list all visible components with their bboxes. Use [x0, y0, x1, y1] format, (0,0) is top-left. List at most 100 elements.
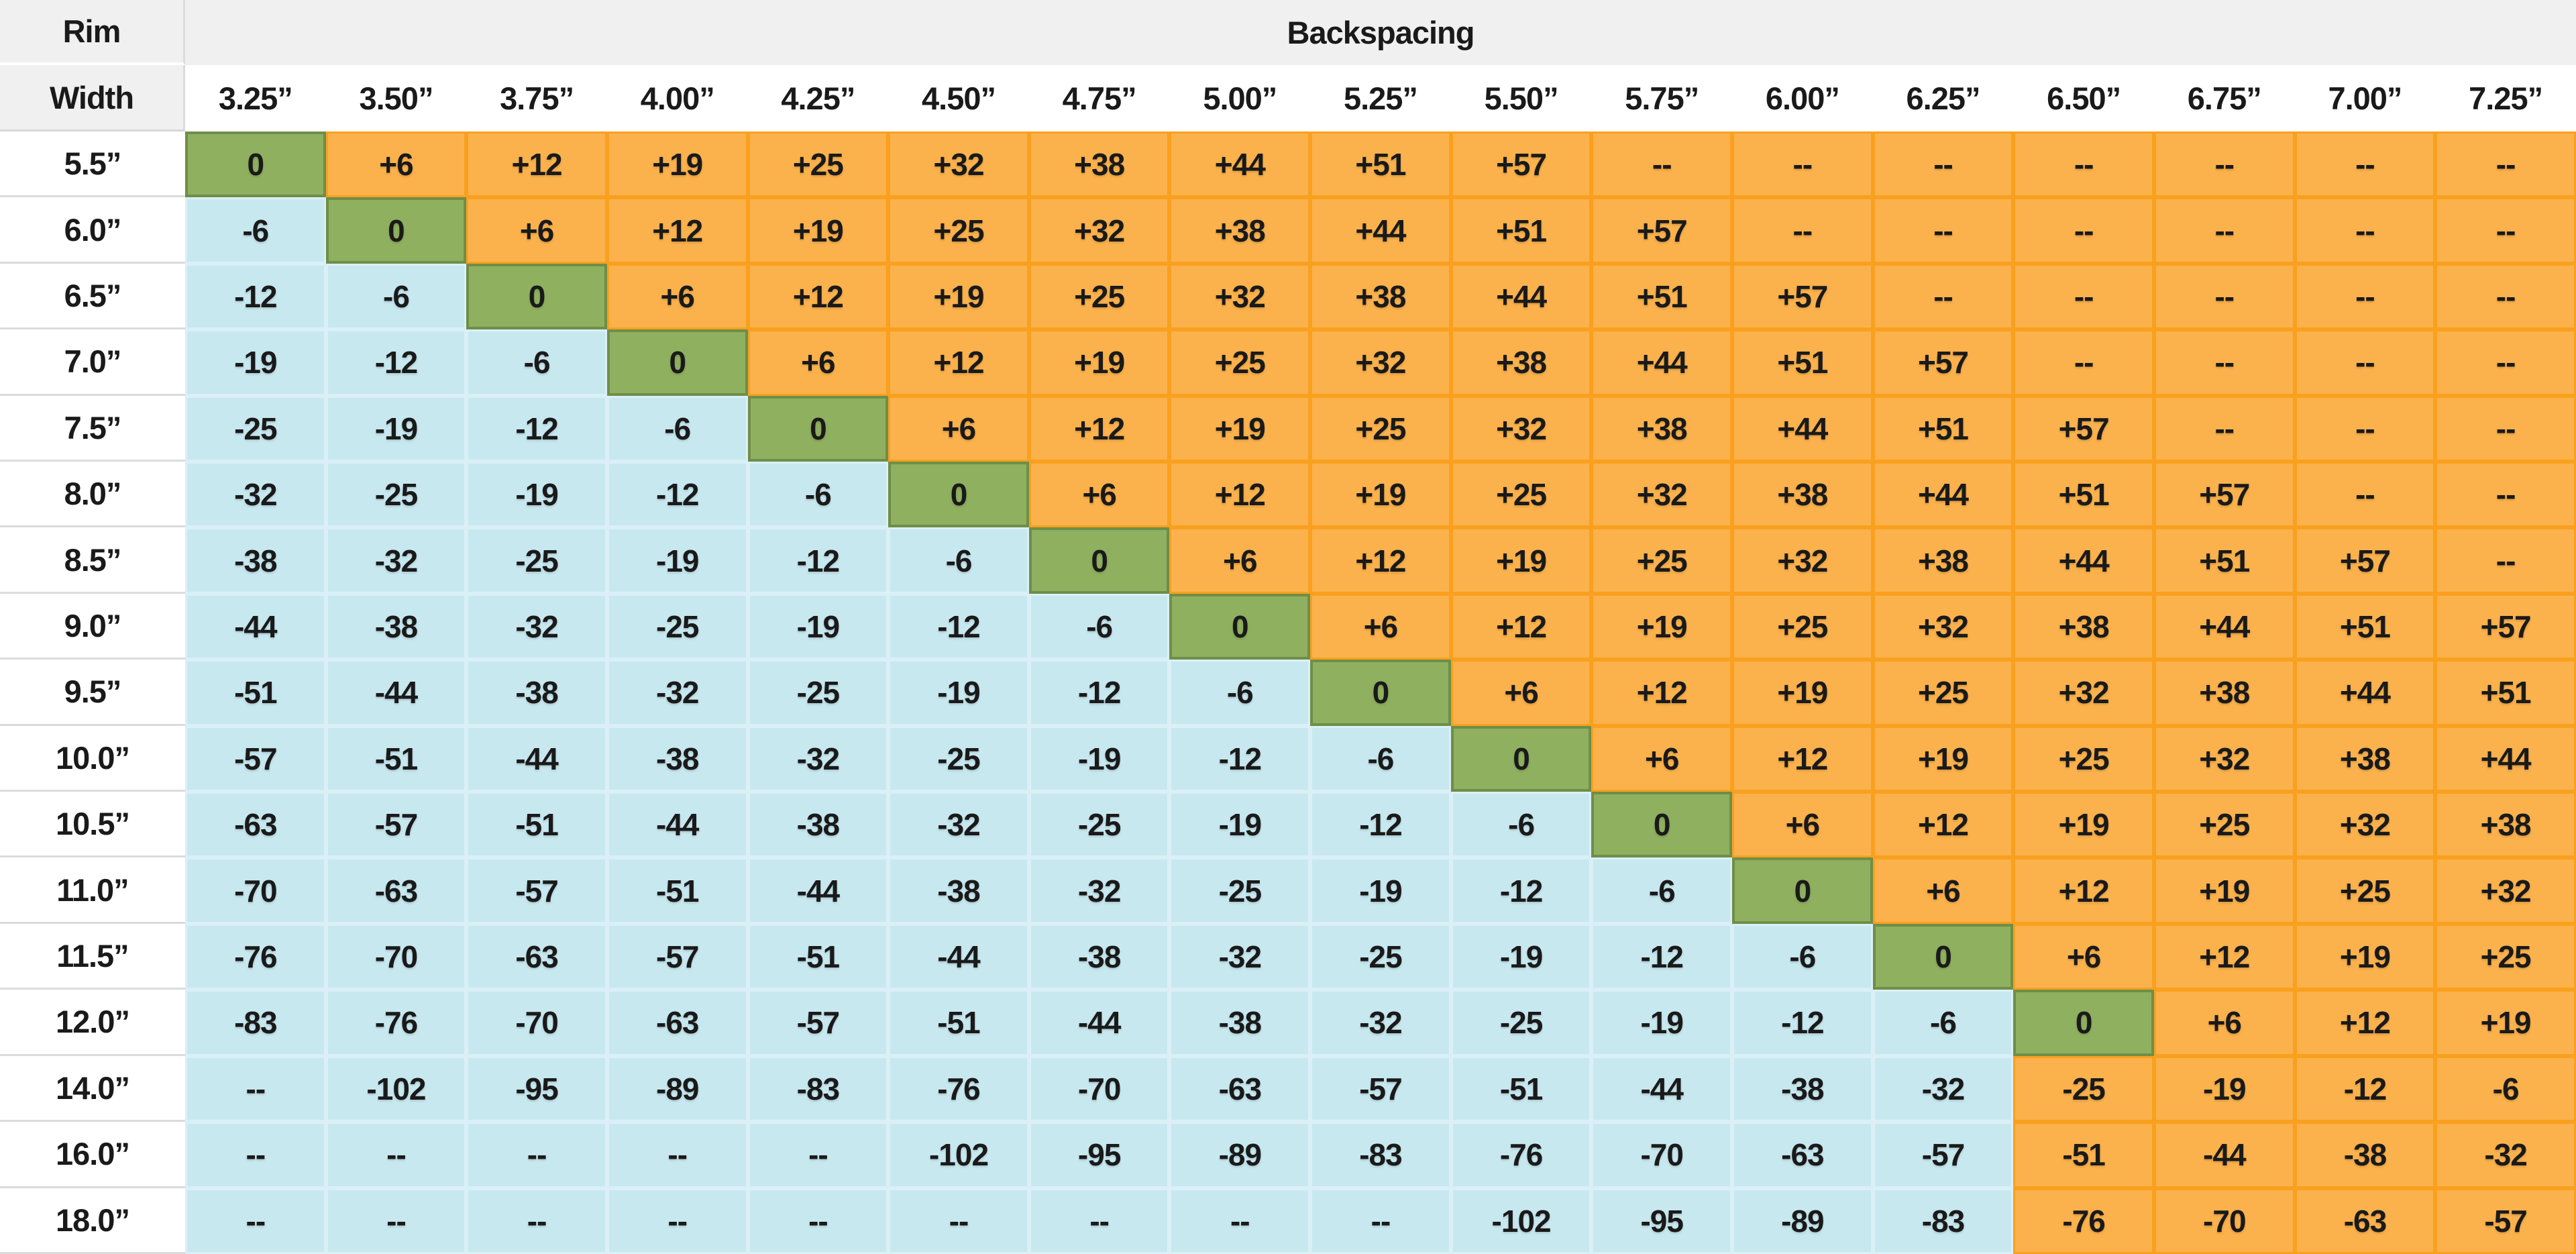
offset-cell: -51	[747, 923, 889, 990]
offset-cell: --	[606, 1188, 748, 1254]
row-label: 5.5”	[0, 132, 185, 198]
offset-cell: --	[2435, 527, 2576, 594]
offset-cell: +38	[2294, 725, 2436, 792]
offset-cell: -12	[606, 462, 748, 528]
offset-cell: +44	[2294, 660, 2436, 726]
table-row: 16.0” -- -- -- -- -- -102 -95 -89 -83 -76 -70 -63 -57…	[0, 1122, 2576, 1188]
offset-cell: -57	[2435, 1188, 2576, 1254]
offset-cell: -32	[466, 593, 607, 660]
offset-cell: -12	[325, 329, 467, 396]
offset-cell: -38	[747, 792, 889, 858]
table-header: Rim Backspacing Width 3.25” 3.50” 3.75” 4.0…	[0, 0, 2576, 132]
offset-cell: -25	[1450, 990, 1592, 1056]
offset-cell: +25	[2013, 725, 2154, 792]
column-header: 5.25”	[1310, 65, 1451, 132]
offset-cell: +44	[2013, 527, 2154, 594]
offset-cell: +57	[2435, 593, 2576, 660]
offset-cell: +6	[1169, 527, 1311, 594]
offset-cell: -12	[466, 395, 607, 462]
offset-cell: --	[2153, 132, 2295, 198]
table-row: 5.5” 0 +6 +12 +19 +25 +32 +38 +44 +51 +57 -- -- -- -- -…	[0, 132, 2576, 198]
offset-cell: -57	[747, 990, 889, 1056]
offset-cell: +38	[2013, 593, 2154, 660]
table-body: 5.5” 0 +6 +12 +19 +25 +32 +38 +44 +51 +57 -- -- -- -- -…	[0, 132, 2576, 1254]
offset-cell: -57	[325, 792, 467, 858]
table-row: 10.0” -57 -51 -44 -38 -32 -25 -19 -12 -6 0 +6 +12 +19…	[0, 725, 2576, 792]
column-header: 6.75”	[2153, 65, 2295, 132]
offset-cell: -89	[1732, 1188, 1873, 1254]
offset-cell: 0	[185, 132, 326, 198]
offset-cell: +32	[1450, 395, 1592, 462]
offset-cell: -70	[466, 990, 607, 1056]
table-row: 6.0” -6 0 +6 +12 +19 +25 +32 +38 +44 +51 +57 -- -- -- -…	[0, 197, 2576, 264]
offset-cell: -25	[1028, 792, 1170, 858]
table-row: 12.0” -83 -76 -70 -63 -57 -51 -44 -38 -32 -25 -19 -1…	[0, 990, 2576, 1056]
offset-cell: -44	[325, 660, 467, 726]
offset-cell: +51	[1310, 132, 1451, 198]
offset-cell: --	[2013, 132, 2154, 198]
row-label: 16.0”	[0, 1122, 185, 1188]
offset-cell: 0	[2013, 990, 2154, 1056]
offset-cell: +25	[1591, 527, 1733, 594]
offset-cell: +6	[1872, 857, 2014, 924]
offset-cell: +51	[2153, 527, 2295, 594]
table-row: 7.0” -19 -12 -6 0 +6 +12 +19 +25 +32 +38 +44 +51 +57-…	[0, 329, 2576, 396]
offset-cell: +32	[2013, 660, 2154, 726]
offset-cell: -25	[606, 593, 748, 660]
offset-cell: 0	[888, 462, 1029, 528]
offset-cell: +44	[1591, 329, 1733, 396]
offset-cell: -12	[2294, 1055, 2436, 1122]
offset-cell: -83	[747, 1055, 889, 1122]
width-header-label: Width	[0, 65, 185, 132]
row-label: 18.0”	[0, 1188, 185, 1254]
offset-cell: -95	[1591, 1188, 1733, 1254]
offset-cell: --	[2435, 329, 2576, 396]
offset-cell: +12	[2013, 857, 2154, 924]
offset-cell: -57	[1310, 1055, 1451, 1122]
offset-cell: --	[2294, 197, 2436, 264]
offset-cell: +19	[606, 132, 748, 198]
offset-cell: --	[1872, 132, 2014, 198]
offset-cell: -44	[1028, 990, 1170, 1056]
offset-cell: -44	[185, 593, 326, 660]
offset-cell: -76	[2013, 1188, 2154, 1254]
offset-cell: +6	[2013, 923, 2154, 990]
offset-cell: +12	[1169, 462, 1311, 528]
offset-cell: +12	[466, 132, 607, 198]
row-label: 11.5”	[0, 923, 185, 990]
offset-cell: --	[1310, 1188, 1451, 1254]
offset-cell: -12	[1310, 792, 1451, 858]
offset-cell: -44	[466, 725, 607, 792]
offset-cell: --	[466, 1188, 607, 1254]
offset-cell: +19	[747, 197, 889, 264]
offset-cell: +51	[2013, 462, 2154, 528]
offset-cell: --	[2013, 263, 2154, 330]
offset-cell: +51	[1450, 197, 1592, 264]
offset-cell: --	[2435, 197, 2576, 264]
row-label: 10.5”	[0, 792, 185, 858]
offset-cell: -32	[325, 527, 467, 594]
offset-cell: -32	[1028, 857, 1170, 924]
offset-cell: +32	[1028, 197, 1170, 264]
offset-cell: -25	[747, 660, 889, 726]
offset-cell: +6	[1591, 725, 1733, 792]
offset-cell: 0	[1591, 792, 1733, 858]
offset-cell: -51	[1450, 1055, 1592, 1122]
offset-cell: -70	[1591, 1122, 1733, 1188]
column-header: 3.50”	[325, 65, 467, 132]
offset-cell: 0	[466, 263, 607, 330]
offset-cell: -38	[1028, 923, 1170, 990]
offset-cell: --	[2153, 329, 2295, 396]
column-header: 5.00”	[1169, 65, 1311, 132]
offset-cell: 0	[1732, 857, 1873, 924]
offset-cell: +12	[1732, 725, 1873, 792]
offset-cell: -19	[325, 395, 467, 462]
column-header: 4.00”	[606, 65, 748, 132]
offset-cell: -19	[888, 660, 1029, 726]
offset-cell: -32	[1310, 990, 1451, 1056]
offset-cell: -12	[1169, 725, 1311, 792]
offset-cell: -19	[606, 527, 748, 594]
row-label: 8.0”	[0, 462, 185, 528]
offset-cell: -63	[185, 792, 326, 858]
offset-cell: -19	[1310, 857, 1451, 924]
